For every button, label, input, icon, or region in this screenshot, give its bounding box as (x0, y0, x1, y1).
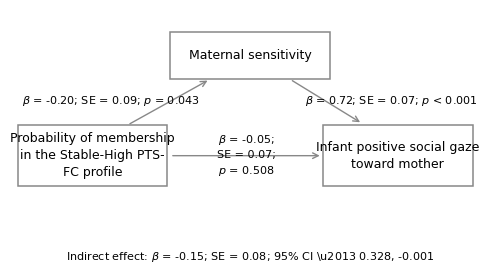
FancyBboxPatch shape (170, 32, 330, 79)
FancyBboxPatch shape (322, 125, 472, 186)
FancyBboxPatch shape (18, 125, 168, 186)
Text: Maternal sensitivity: Maternal sensitivity (188, 49, 312, 62)
Text: Indirect effect: $\it{\beta}$ = -0.15; SE = 0.08; 95% CI \u2013 0.328, -0.001: Indirect effect: $\it{\beta}$ = -0.15; S… (66, 250, 434, 264)
Text: $\it{\beta}$ = -0.05;
SE = 0.07;
$\it{p}$ = 0.508: $\it{\beta}$ = -0.05; SE = 0.07; $\it{p}… (217, 133, 276, 178)
Text: Infant positive social gaze
toward mother: Infant positive social gaze toward mothe… (316, 141, 479, 171)
Text: Probability of membership
in the Stable-High PTS-
FC profile: Probability of membership in the Stable-… (10, 132, 175, 179)
Text: $\it{\beta}$ = -0.20; SE = 0.09; $\it{p}$ = 0.043: $\it{\beta}$ = -0.20; SE = 0.09; $\it{p}… (22, 95, 201, 108)
Text: $\it{\beta}$ = 0.72; SE = 0.07; $\it{p}$ < 0.001: $\it{\beta}$ = 0.72; SE = 0.07; $\it{p}$… (305, 95, 478, 108)
